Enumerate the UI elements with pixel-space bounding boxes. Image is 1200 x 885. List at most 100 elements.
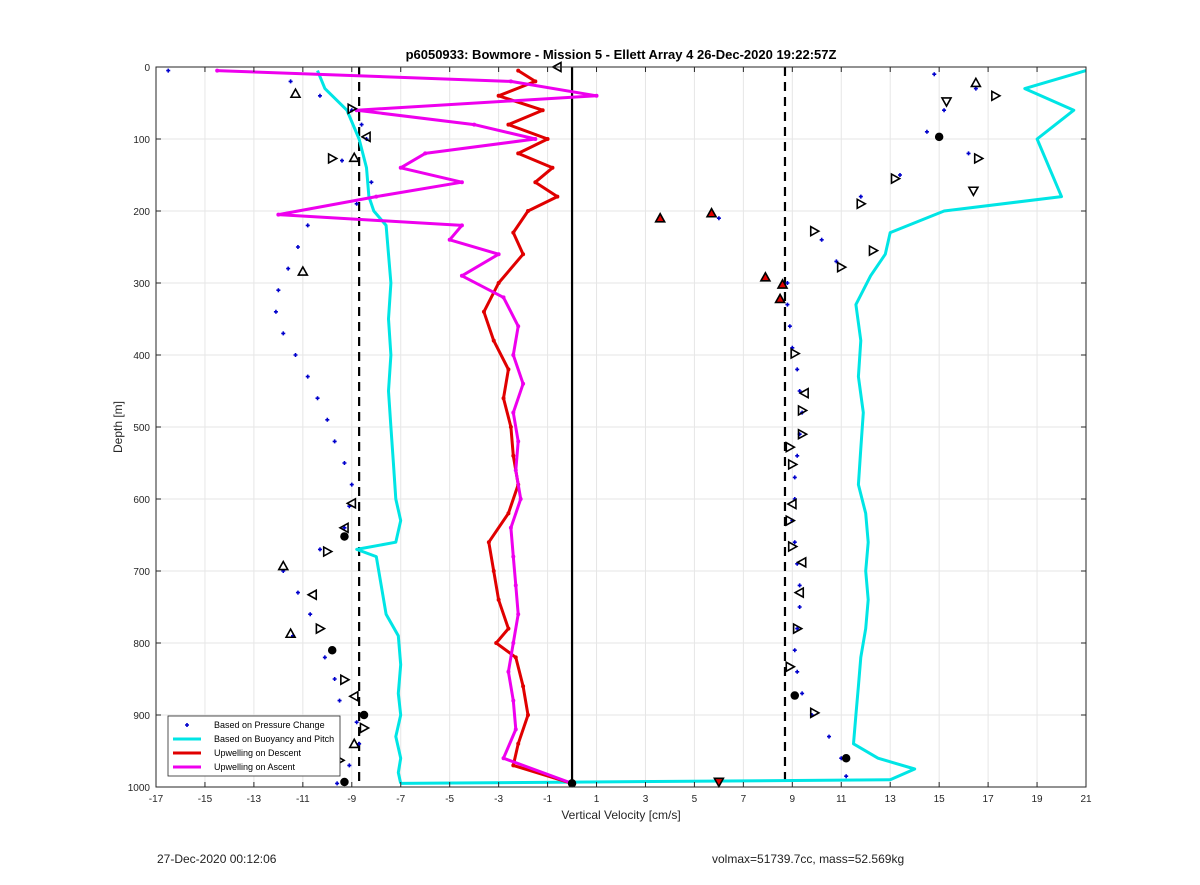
x-tick-label: -5	[445, 794, 454, 805]
marker-triangle	[759, 271, 772, 282]
x-tick-label: -9	[347, 794, 356, 805]
marker-triangle	[793, 586, 805, 599]
marker-triangle	[787, 540, 799, 553]
marker-triangle	[338, 521, 349, 534]
pressure-point	[785, 302, 790, 307]
marker-triangle	[856, 197, 867, 210]
series-point	[516, 151, 521, 156]
pressure-point	[349, 482, 354, 487]
footer-timestamp: 27-Dec-2020 00:12:06	[157, 852, 277, 866]
pressure-point	[787, 324, 792, 329]
series-point	[518, 497, 523, 501]
axis-ticks: -17 -15 -13 -11 -9 -7 -5 -3 -1 1 3 5 7 9 11 13 15 17 19 210…	[128, 63, 1092, 805]
series-point	[398, 165, 403, 170]
pressure-point	[315, 396, 320, 401]
marker-triangle	[973, 152, 985, 165]
y-tick-label: 100	[133, 135, 150, 146]
x-tick-label: -7	[396, 794, 405, 805]
series-point	[516, 741, 521, 746]
pressure-point	[797, 583, 802, 588]
pressure-point	[792, 475, 797, 480]
marker-circle	[567, 779, 577, 788]
y-tick-label: 300	[133, 279, 150, 290]
series-point	[215, 68, 220, 73]
series-point	[486, 540, 491, 545]
series-point	[374, 194, 379, 199]
legend-swatch	[185, 723, 189, 727]
pressure-point	[305, 374, 310, 379]
pressure-point	[295, 590, 300, 595]
chart-title: p6050933: Bowmore - Mission 5 - Ellett A…	[406, 47, 837, 62]
legend-entry: Upwelling on Descent	[214, 748, 302, 758]
marker-triangle	[836, 261, 848, 274]
legend-entry: Based on Pressure Change	[214, 720, 325, 730]
x-tick-label: 13	[885, 794, 897, 805]
x-tick-label: -3	[494, 794, 503, 805]
series-point	[516, 612, 521, 617]
pressure-point	[166, 68, 171, 73]
series-point	[526, 713, 530, 717]
marker-triangle	[322, 545, 334, 558]
series-point	[513, 727, 518, 732]
series-point	[501, 396, 506, 401]
series-point	[459, 223, 464, 228]
legend-entry: Upwelling on Ascent	[214, 762, 296, 772]
pressure-point	[308, 612, 313, 617]
series-4	[481, 68, 575, 786]
pressure-point	[932, 72, 937, 77]
series-point	[533, 180, 538, 185]
series-point	[491, 569, 496, 573]
pressure-point	[317, 547, 322, 552]
grid	[155, 66, 1087, 788]
pressure-point	[276, 288, 281, 293]
pressure-point	[342, 525, 347, 530]
series-point	[511, 453, 516, 458]
pressure-point	[819, 237, 824, 242]
pressure-point	[844, 774, 849, 779]
marker-triangle	[798, 387, 809, 400]
marker-triangle	[345, 497, 357, 510]
marker-triangle	[790, 347, 801, 360]
footer-mass-info: volmax=51739.7cc, mass=52.569kg	[712, 852, 905, 866]
pressure-point	[340, 158, 344, 163]
series-point	[447, 237, 452, 242]
pressure-point	[834, 259, 839, 264]
series-point	[491, 338, 496, 343]
marker-triangle	[797, 404, 809, 417]
x-tick-label: 17	[983, 794, 995, 805]
y-tick-label: 200	[133, 207, 150, 218]
series-point	[540, 108, 545, 113]
marker-triangle	[785, 441, 797, 454]
series-point	[511, 763, 516, 768]
x-tick-label: 1	[594, 794, 600, 805]
glider-markers	[277, 61, 1002, 789]
pressure-point	[354, 201, 359, 206]
series-point	[506, 626, 511, 631]
marker-triangle	[713, 777, 725, 789]
pressure-point	[797, 389, 802, 393]
y-tick-label: 400	[133, 351, 150, 362]
series-point	[533, 79, 538, 84]
series-point	[516, 68, 521, 73]
series-point	[423, 151, 428, 156]
pressure-point	[973, 86, 978, 91]
y-tick-label: 1000	[128, 783, 151, 794]
series-point	[496, 93, 501, 98]
marker-triangle	[809, 225, 821, 238]
legend-entry: Based on Buoyancy and Pitch	[214, 734, 334, 744]
pressure-point	[792, 648, 797, 653]
pressure-point	[785, 281, 790, 285]
pressure-point	[797, 605, 802, 609]
series-point	[496, 597, 501, 602]
pressure-point	[288, 79, 293, 84]
series-point	[501, 295, 506, 300]
series-point	[521, 381, 526, 386]
y-tick-label: 700	[133, 567, 150, 578]
series-point	[594, 93, 599, 98]
marker-circle	[359, 710, 369, 720]
series-layer	[166, 68, 1087, 786]
pressure-point	[716, 216, 721, 221]
series-point	[521, 252, 526, 257]
x-tick-label: 11	[836, 794, 847, 805]
pressure-point	[369, 180, 374, 185]
